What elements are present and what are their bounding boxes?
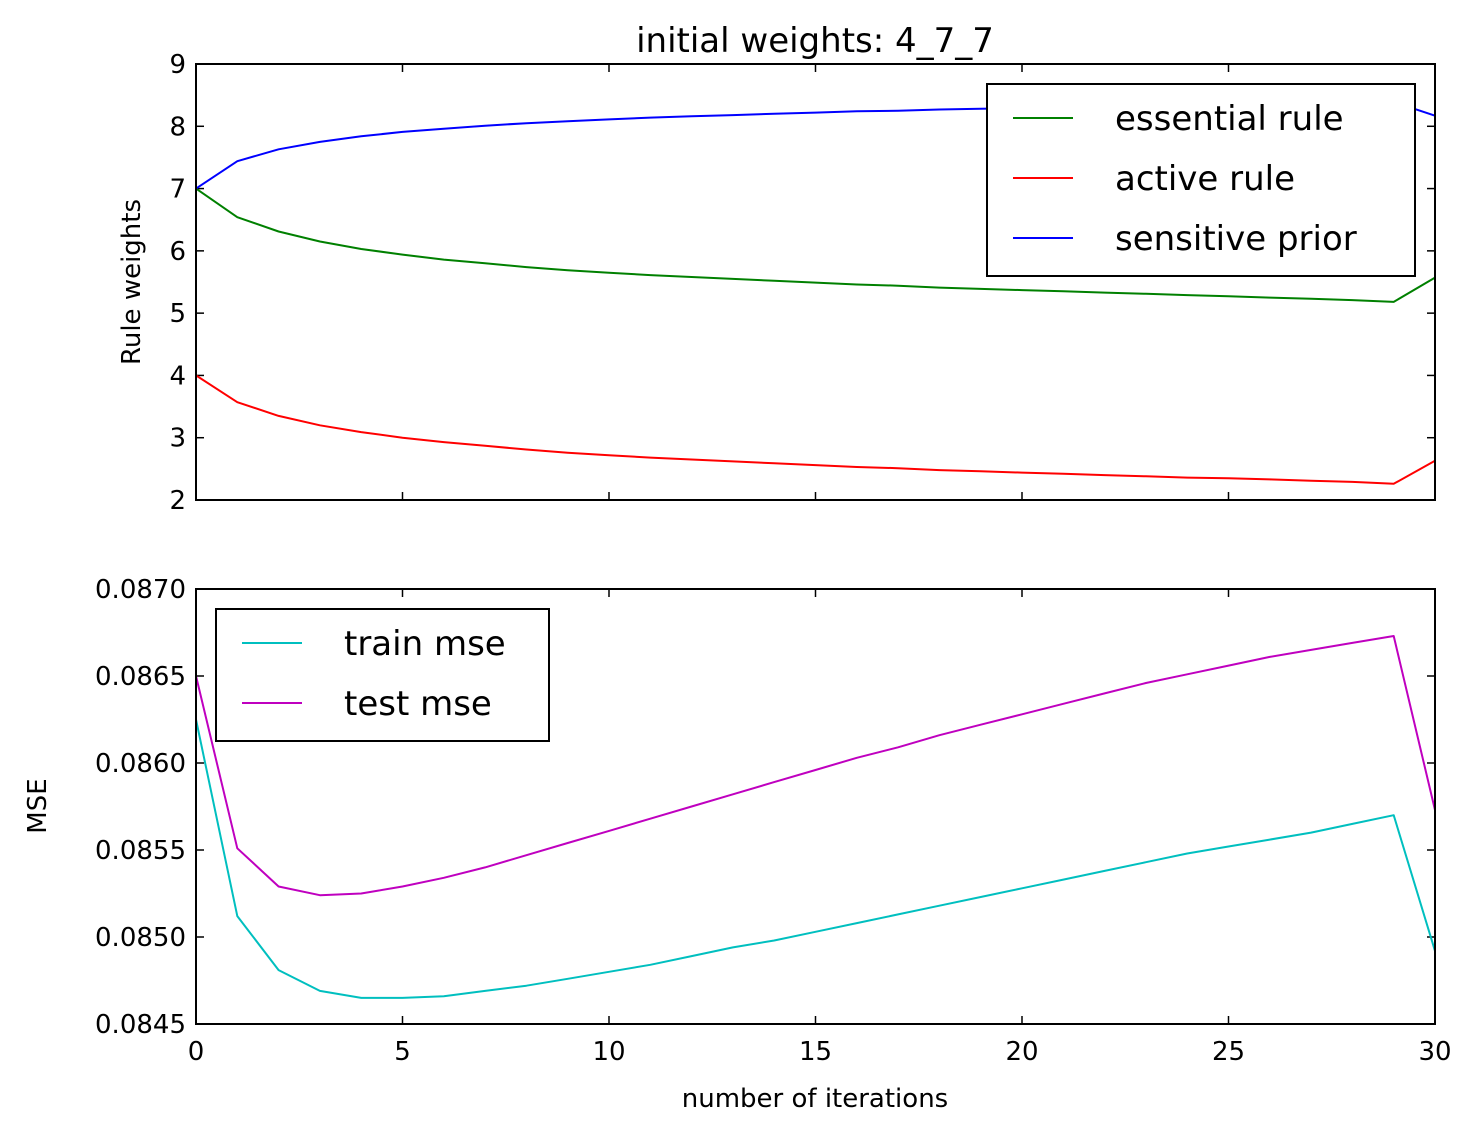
x-tick-label: 0	[188, 1037, 205, 1067]
x-tick-label: 30	[1418, 1037, 1451, 1067]
x-tick-label: 15	[799, 1037, 832, 1067]
y-tick-label: 6	[169, 237, 186, 267]
legend-label: train mse	[344, 624, 506, 664]
legend-box	[215, 608, 550, 742]
series-group	[195, 635, 1436, 999]
plot-frame	[195, 588, 1436, 1025]
mse-panel: MSE number of iterations 0 5 10 15 20 25 30 0.0…	[23, 575, 1452, 1114]
legend-label: active rule	[1115, 159, 1295, 199]
y-axis-title: MSE	[23, 778, 53, 833]
series-line-active-rule	[195, 374, 1436, 485]
series-line-train-mse	[195, 719, 1436, 999]
y-tick-label: 0.0845	[95, 1010, 186, 1040]
y-tick-label: 0.0860	[95, 749, 186, 779]
chart-title: initial weights: 4_7_7	[636, 21, 994, 61]
y-tick-label: 0.0855	[95, 836, 186, 866]
y-tick-label: 8	[169, 112, 186, 142]
rule-weights-panel: initial weights: 4_7_7 Rule weights 2 3 4 5…	[117, 21, 1436, 516]
series-line-essential-rule	[195, 187, 1436, 303]
y-tick-label: 5	[169, 299, 186, 329]
legend-box	[986, 83, 1416, 277]
plot-frame	[195, 63, 1436, 501]
y-tick-label: 0.0850	[95, 923, 186, 953]
y-tick-label: 2	[169, 486, 186, 516]
y-tick-label: 9	[169, 50, 186, 80]
x-tick-label: 25	[1212, 1037, 1245, 1067]
legend-label: sensitive prior	[1115, 219, 1357, 259]
y-tick-label: 3	[169, 424, 186, 454]
y-tick-label: 0.0870	[95, 575, 186, 605]
x-tick-label: 5	[394, 1037, 411, 1067]
series-line-test-mse	[195, 635, 1436, 897]
y-tick-label: 7	[169, 175, 186, 205]
legend-label: test mse	[344, 684, 492, 724]
ticks: 0 5 10 15 20 25 30 0.0845 0.0850 0.0855 0.0860 0.08…	[95, 575, 1452, 1067]
y-axis-title: Rule weights	[117, 199, 147, 365]
x-axis-title: number of iterations	[682, 1084, 948, 1114]
y-tick-label: 4	[169, 361, 186, 391]
legend: train mse test mse	[215, 608, 550, 742]
y-tick-label: 0.0865	[95, 662, 186, 692]
legend-label: essential rule	[1115, 99, 1344, 139]
x-tick-label: 20	[1005, 1037, 1038, 1067]
legend: essential rule active rule sensitive prior	[986, 83, 1416, 277]
x-tick-label: 10	[592, 1037, 625, 1067]
